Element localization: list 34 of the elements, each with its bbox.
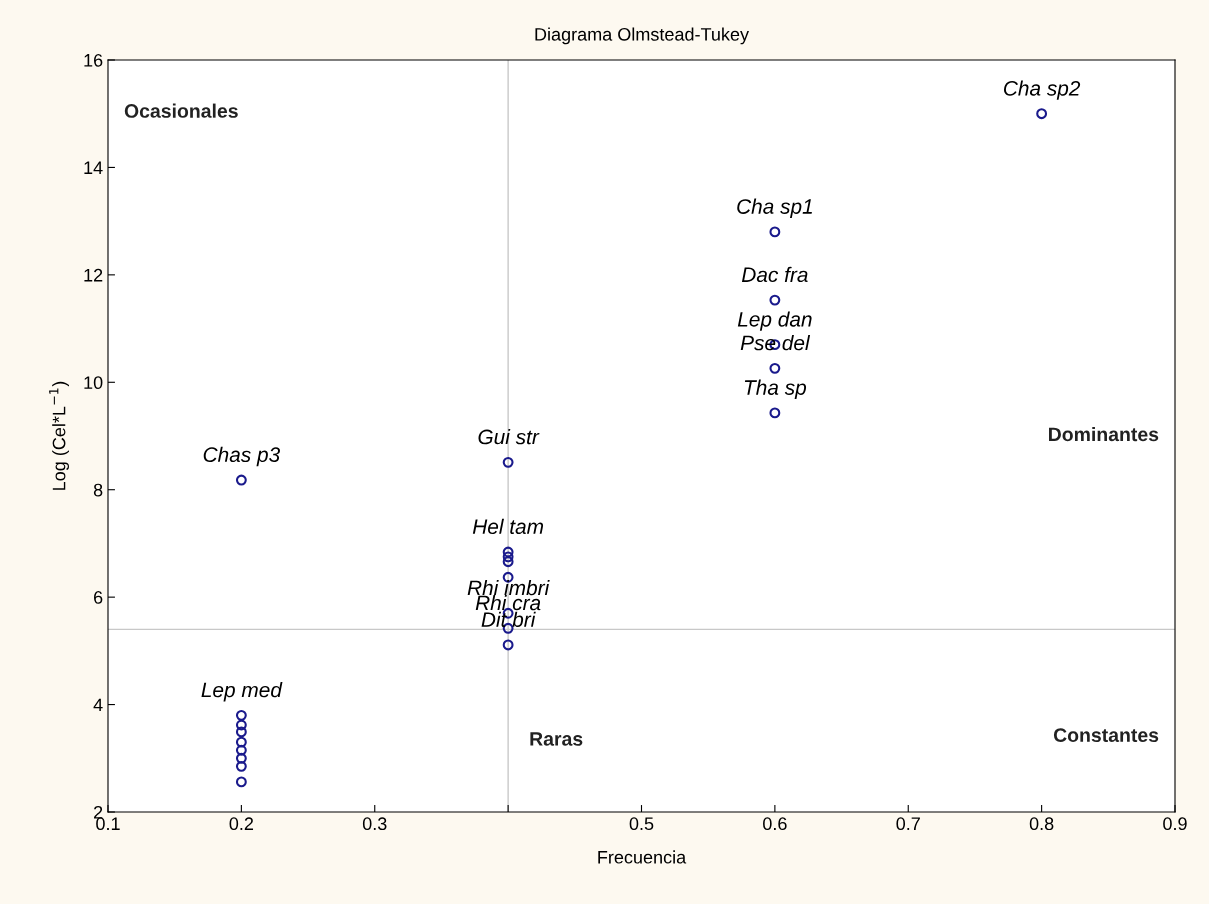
annotation: Cha sp2 [1003,80,1081,100]
annotation: Chas p3 [203,446,280,467]
annotation: Gui str [478,429,540,445]
y-tick-label: 16 [84,53,103,67]
x-tick-label: 0.2 [229,817,254,831]
y-tick-label: 14 [84,161,103,174]
annotation: Constantes [1053,728,1159,743]
x-tick-label: 0.6 [763,817,787,831]
annotation: Ocasionales [124,103,238,118]
x-tick-label: 0.3 [362,817,387,831]
x-axis-title: Frecuencia [598,850,687,864]
annotation: Rhi imbri [467,579,550,596]
x-tick-label: 0.8 [1029,817,1054,831]
annotation: Lep dan [737,311,812,331]
y-tick-label: 6 [94,591,103,604]
annotation: Tha sp [744,379,807,400]
annotation: Dominantes [1049,426,1159,442]
x-tick-label: 0.1 [96,817,120,831]
y-tick-label: 4 [93,698,103,712]
y-tick-label: 12 [84,268,103,282]
chart-title: Diagrama Olmstead-Tukey [535,27,749,45]
annotation: Lep med [201,682,283,702]
x-tick-label: 0.7 [896,817,920,831]
y-tick-label: 2 [94,805,103,819]
annotation: Dit bri [481,611,536,627]
x-tick-label: 0.9 [1163,817,1187,831]
y-axis-title: Log (Cel*L$^{−1}$) [49,381,69,490]
annotation: Hel tam [472,518,544,535]
annotation: Raras [530,732,583,746]
y-tick-label: 8 [93,483,103,497]
annotation: Cha sp1 [737,198,812,218]
annotation: Dac fra [741,266,808,283]
x-tick-label: 0.5 [629,817,654,831]
y-tick-label: 10 [84,376,103,390]
